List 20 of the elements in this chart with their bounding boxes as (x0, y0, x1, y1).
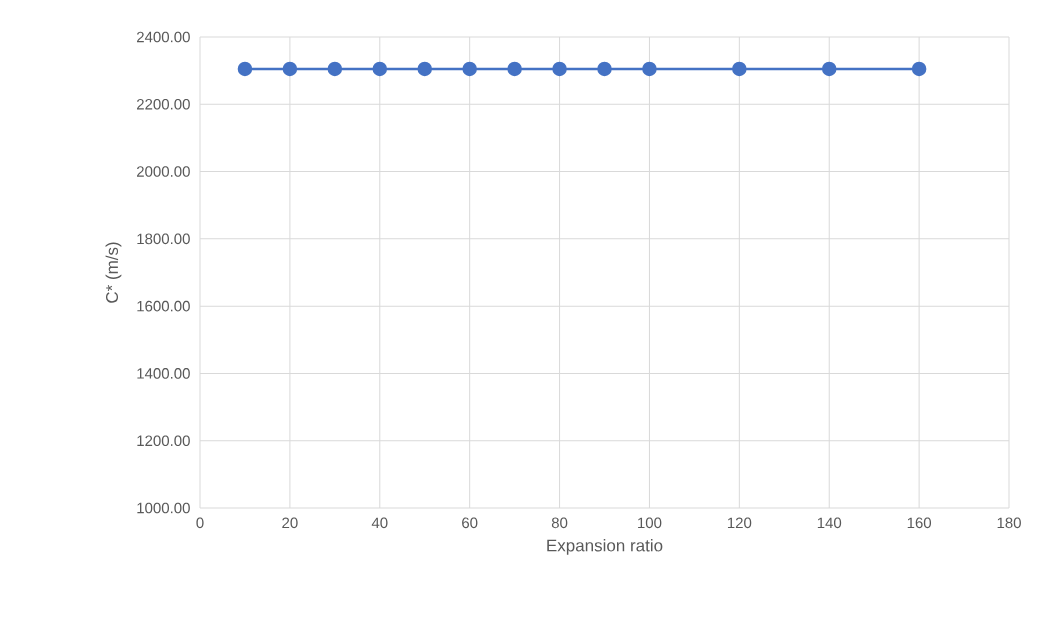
y-tick-label: 2000.00 (137, 166, 190, 177)
y-axis-title: C* (m/s) (105, 242, 122, 303)
y-tick-label: 1200.00 (137, 435, 190, 447)
x-tick-label: 20 (282, 517, 298, 529)
x-tick-label: 160 (907, 517, 932, 529)
x-axis-title: Expansion ratio (547, 539, 663, 555)
y-tick-label: 1400.00 (137, 368, 190, 379)
y-tick-label: 1800.00 (137, 233, 190, 245)
y-tick-label: 1000.00 (137, 502, 190, 514)
x-tick-label: 40 (371, 517, 388, 529)
x-tick-label: 80 (551, 517, 568, 529)
x-tick-label: 60 (462, 517, 478, 529)
y-tick-label: 2200.00 (137, 98, 190, 110)
x-tick-label: 100 (638, 517, 662, 529)
x-tick-label: 0 (196, 517, 204, 529)
x-tick-label: 120 (727, 517, 752, 529)
x-tick-label: 180 (997, 517, 1021, 529)
x-tick-label: 140 (817, 517, 842, 529)
y-tick-label: 2400.00 (137, 31, 190, 43)
y-tick-label: 1600.00 (137, 300, 190, 312)
